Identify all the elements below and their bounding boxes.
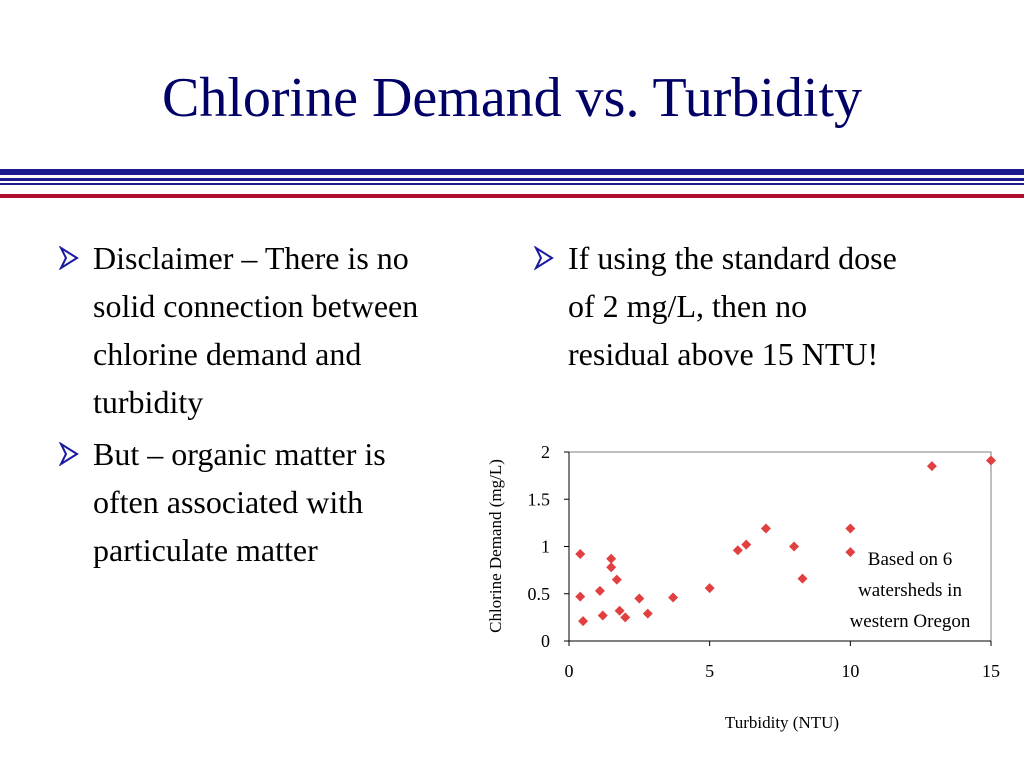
- scatter-chart: 0 0.5 1 1.5 2 0 5 10 15 Turbidity (NTU) Chlorine D…: [470, 415, 1024, 768]
- bullet-text: But – organic matter is often associated…: [93, 436, 386, 568]
- title-rule-red: [0, 194, 1024, 198]
- data-point: [845, 547, 856, 558]
- chart-annotation-line: Based on 6: [868, 549, 952, 570]
- bullet-item: But – organic matter is often associated…: [58, 430, 458, 574]
- data-point: [760, 523, 771, 534]
- data-point: [597, 610, 608, 621]
- y-tick-label: 0.5: [528, 584, 551, 604]
- data-point: [986, 455, 996, 466]
- bullet-text: Disclaimer – There is no solid connectio…: [93, 240, 419, 420]
- x-axis-label: Turbidity (NTU): [725, 713, 839, 732]
- bullet-item: If using the standard dose of 2 mg/L, th…: [533, 234, 903, 378]
- data-point: [606, 553, 617, 564]
- right-bullet-list: If using the standard dose of 2 mg/L, th…: [533, 234, 903, 382]
- x-tick-label: 15: [982, 661, 1000, 681]
- data-point: [797, 573, 808, 584]
- data-point: [611, 574, 622, 585]
- y-tick-label: 1.5: [528, 489, 551, 509]
- arrow-bullet-icon: [58, 442, 79, 466]
- left-bullet-list: Disclaimer – There is no solid connectio…: [58, 234, 458, 578]
- x-tick-label: 10: [841, 661, 859, 681]
- chart-annotation: Based on 6 watersheds in western Oregon: [850, 549, 971, 632]
- data-point: [578, 616, 589, 627]
- arrow-bullet-icon: [533, 246, 554, 270]
- data-point: [732, 545, 743, 556]
- data-point: [634, 593, 645, 604]
- chart-svg: 0 0.5 1 1.5 2 0 5 10 15 Turbidity (NTU) Chlorine D…: [486, 442, 1000, 732]
- title-rule-thin: [0, 178, 1024, 181]
- data-point: [845, 523, 856, 534]
- data-point: [789, 541, 800, 552]
- bullet-item: Disclaimer – There is no solid connectio…: [58, 234, 458, 426]
- x-tick-label: 0: [565, 661, 574, 681]
- data-point: [575, 591, 586, 602]
- chart-annotation-line: western Oregon: [850, 611, 971, 632]
- title-rule-thin-2: [0, 183, 1024, 185]
- data-point: [614, 605, 625, 616]
- data-point: [620, 612, 631, 623]
- y-tick-label: 1: [541, 537, 550, 557]
- data-point: [668, 592, 679, 603]
- data-point: [594, 585, 605, 596]
- chart-annotation-line: watersheds in: [858, 580, 962, 601]
- data-point: [704, 583, 715, 594]
- title-rule-top: [0, 169, 1024, 175]
- data-point: [606, 562, 617, 573]
- y-axis-label: Chlorine Demand (mg/L): [486, 459, 505, 633]
- x-tick-label: 5: [705, 661, 714, 681]
- bullet-text: If using the standard dose of 2 mg/L, th…: [568, 240, 897, 372]
- slide-title: Chlorine Demand vs. Turbidity: [161, 67, 863, 129]
- data-point: [741, 539, 752, 550]
- data-point: [926, 461, 937, 472]
- arrow-bullet-icon: [58, 246, 79, 270]
- data-point: [642, 608, 653, 619]
- y-tick-label: 0: [541, 631, 550, 651]
- data-point: [575, 549, 586, 560]
- y-tick-label: 2: [541, 442, 550, 462]
